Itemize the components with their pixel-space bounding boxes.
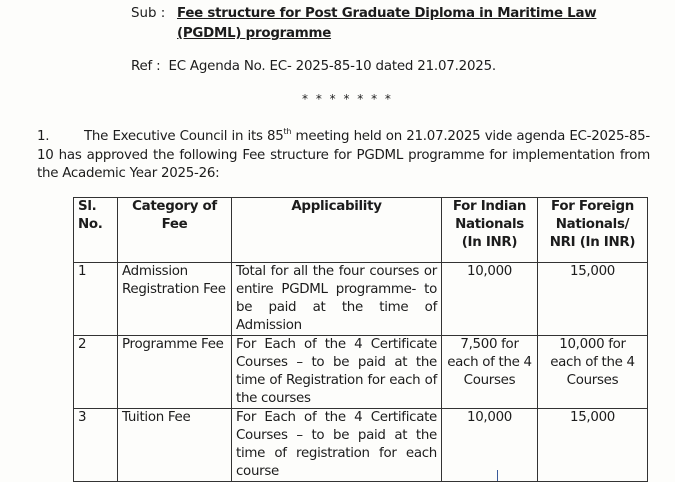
- table-row: 3 Tuition Fee For Each of the 4 Certific…: [73, 408, 648, 482]
- cell-indian: 7,500 for each of the 4 Courses: [441, 335, 538, 409]
- cell-category: Programme Fee: [117, 335, 232, 409]
- header-applicability: Applicability: [231, 197, 442, 263]
- cell-applicability: Total for all the four courses or entire…: [231, 262, 442, 336]
- header-indian: For Indian Nationals (In INR): [441, 197, 538, 263]
- paragraph-text-end: meeting held on 21.07.2025 vide agenda E…: [37, 129, 650, 181]
- reference-label: Ref :: [131, 59, 161, 74]
- fee-table: Sl. No. Category of Fee Applicability Fo…: [73, 197, 648, 482]
- cell-category: Admission Registration Fee: [117, 262, 232, 336]
- cell-indian: 10,000: [441, 262, 538, 336]
- table-header-row: Sl. No. Category of Fee Applicability Fo…: [73, 197, 648, 263]
- table-row: 2 Programme Fee For Each of the 4 Certif…: [73, 335, 648, 409]
- subject-line: Sub : Fee structure for Post Graduate Di…: [131, 4, 651, 44]
- cell-applicability: For Each of the 4 Certificate Courses – …: [231, 335, 442, 409]
- cell-sl-no: 3: [73, 408, 118, 482]
- subject-label: Sub :: [131, 6, 166, 21]
- cell-foreign: 15,000: [537, 262, 648, 336]
- cell-foreign: 10,000 for each of the 4 Courses: [537, 335, 648, 409]
- subject-title: Fee structure for Post Graduate Diploma …: [177, 6, 597, 41]
- cell-applicability: For Each of the 4 Certificate Courses – …: [231, 408, 442, 482]
- cell-sl-no: 1: [73, 262, 118, 336]
- superscript: th: [283, 127, 292, 136]
- header-foreign: For Foreign Nationals/ NRI (In INR): [537, 197, 648, 263]
- cell-foreign: 15,000: [537, 408, 648, 482]
- cell-sl-no: 2: [73, 335, 118, 409]
- separator: * * * * * * *: [302, 92, 393, 106]
- paragraph-number: 1.: [37, 129, 50, 144]
- paragraph-1: 1. The Executive Council in its 85th meet…: [37, 128, 650, 184]
- pen-mark: [497, 470, 498, 481]
- table-row: 1 Admission Registration Fee Total for a…: [73, 262, 648, 336]
- reference-line: Ref : EC Agenda No. EC- 2025-85-10 dated …: [131, 57, 496, 77]
- header-sl-no: Sl. No.: [73, 197, 118, 263]
- cell-category: Tuition Fee: [117, 408, 232, 482]
- header-category: Category of Fee: [117, 197, 232, 263]
- paragraph-text-start: The Executive Council in its 85: [84, 129, 284, 144]
- cell-indian: 10,000: [441, 408, 538, 482]
- reference-value: EC Agenda No. EC- 2025-85-10 dated 21.07…: [168, 59, 496, 74]
